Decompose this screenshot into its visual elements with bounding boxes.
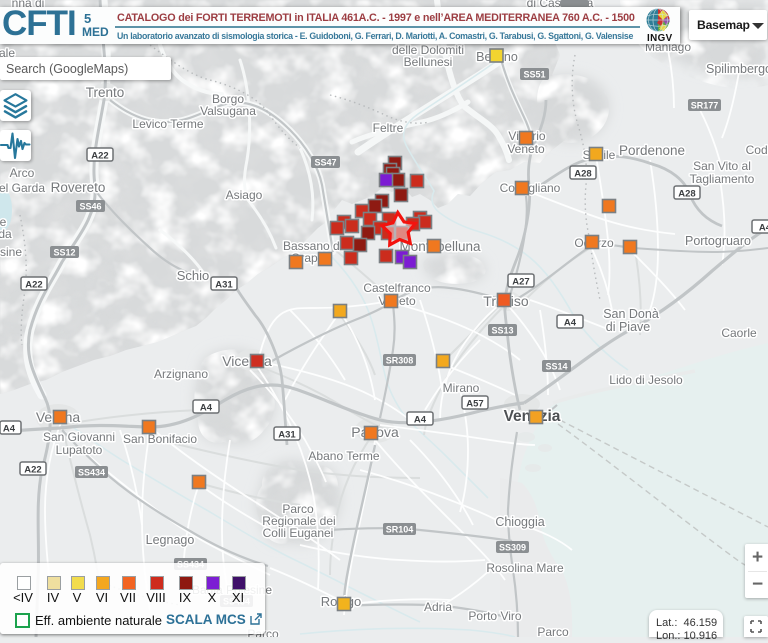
- svg-text:SR308: SR308: [386, 356, 414, 366]
- svg-text:Asiago: Asiago: [226, 188, 263, 202]
- svg-text:Legnago: Legnago: [146, 533, 195, 547]
- svg-text:A4: A4: [564, 318, 577, 329]
- svg-text:SS46: SS46: [79, 202, 101, 212]
- svg-text:San Donà: San Donà: [603, 307, 659, 321]
- svg-text:A22: A22: [91, 151, 108, 162]
- svg-text:Portogruaro: Portogruaro: [685, 234, 751, 248]
- svg-text:SS12: SS12: [53, 248, 75, 258]
- svg-text:Castelfranco: Castelfranco: [363, 281, 431, 295]
- svg-text:A22: A22: [24, 465, 41, 476]
- svg-text:A4: A4: [759, 223, 768, 234]
- svg-text:el Garda: el Garda: [0, 181, 45, 195]
- svg-text:A31: A31: [215, 280, 233, 291]
- svg-text:Veneto: Veneto: [507, 142, 545, 156]
- svg-text:Regionale dei: Regionale dei: [262, 514, 335, 528]
- svg-text:Tagliamento: Tagliamento: [690, 172, 755, 186]
- svg-text:A4: A4: [414, 415, 427, 426]
- svg-text:Arco: Arco: [10, 166, 35, 180]
- svg-text:SS47: SS47: [314, 158, 336, 168]
- svg-text:A22: A22: [25, 280, 42, 291]
- svg-text:Adria: Adria: [424, 600, 452, 614]
- svg-text:Vicenza: Vicenza: [222, 353, 272, 369]
- svg-text:Mirano: Mirano: [443, 381, 480, 395]
- svg-text:A27: A27: [512, 277, 529, 288]
- svg-text:Bassano del: Bassano del: [283, 239, 349, 253]
- svg-text:A57: A57: [466, 399, 483, 410]
- svg-text:SS309: SS309: [499, 543, 526, 553]
- svg-text:nna di: nna di: [12, 0, 45, 10]
- svg-text:e: e: [0, 215, 7, 229]
- svg-text:Bellunesi: Bellunesi: [404, 55, 453, 69]
- svg-text:Pordenone: Pordenone: [619, 143, 685, 158]
- svg-text:Valsugana: Valsugana: [200, 104, 256, 118]
- svg-text:Lido di Jesolo: Lido di Jesolo: [609, 373, 683, 387]
- svg-text:SS51: SS51: [523, 70, 545, 80]
- svg-text:Parco: Parco: [537, 625, 569, 637]
- svg-text:sine: sine: [0, 245, 22, 259]
- svg-text:Parco: Parco: [282, 502, 314, 516]
- svg-text:Trento: Trento: [86, 85, 125, 100]
- svg-text:Lupatoto: Lupatoto: [56, 443, 103, 457]
- svg-text:Conegliano: Conegliano: [500, 181, 561, 195]
- svg-text:A28: A28: [574, 169, 591, 180]
- svg-text:Schio: Schio: [177, 268, 210, 283]
- svg-text:Chioggia: Chioggia: [495, 515, 544, 529]
- svg-text:A31: A31: [278, 430, 296, 441]
- svg-text:Arzignano: Arzignano: [154, 367, 208, 381]
- svg-text:Abano Terme: Abano Terme: [308, 449, 379, 463]
- svg-text:Spilimbergo: Spilimbergo: [706, 62, 768, 76]
- svg-text:SS14: SS14: [545, 362, 567, 372]
- svg-text:Caorle: Caorle: [721, 326, 757, 340]
- svg-text:delle Dolomiti: delle Dolomiti: [392, 43, 464, 57]
- svg-text:Colli Euganei: Colli Euganei: [263, 526, 334, 540]
- svg-text:da: da: [0, 227, 12, 241]
- svg-text:San Bonifacio: San Bonifacio: [123, 432, 197, 446]
- svg-text:Rosolina Mare: Rosolina Mare: [486, 561, 564, 575]
- svg-text:SR104: SR104: [386, 525, 414, 535]
- svg-text:Rovereto: Rovereto: [51, 180, 106, 195]
- svg-text:di Piave: di Piave: [606, 320, 651, 334]
- svg-text:SS434: SS434: [78, 468, 105, 478]
- svg-text:San Giovanni: San Giovanni: [43, 430, 115, 444]
- svg-text:Borgo: Borgo: [212, 92, 244, 106]
- svg-text:Levico Terme: Levico Terme: [132, 117, 203, 131]
- svg-text:San Vito al: San Vito al: [693, 159, 751, 173]
- svg-text:SS13: SS13: [491, 326, 513, 336]
- svg-text:A4: A4: [3, 424, 16, 435]
- svg-text:Porto Viro: Porto Viro: [468, 609, 521, 623]
- svg-text:SR177: SR177: [691, 101, 719, 111]
- svg-text:Codroipo: Codroipo: [746, 143, 768, 157]
- svg-text:A28: A28: [678, 189, 695, 200]
- svg-text:Feltre: Feltre: [373, 121, 404, 135]
- svg-text:A4: A4: [200, 403, 213, 414]
